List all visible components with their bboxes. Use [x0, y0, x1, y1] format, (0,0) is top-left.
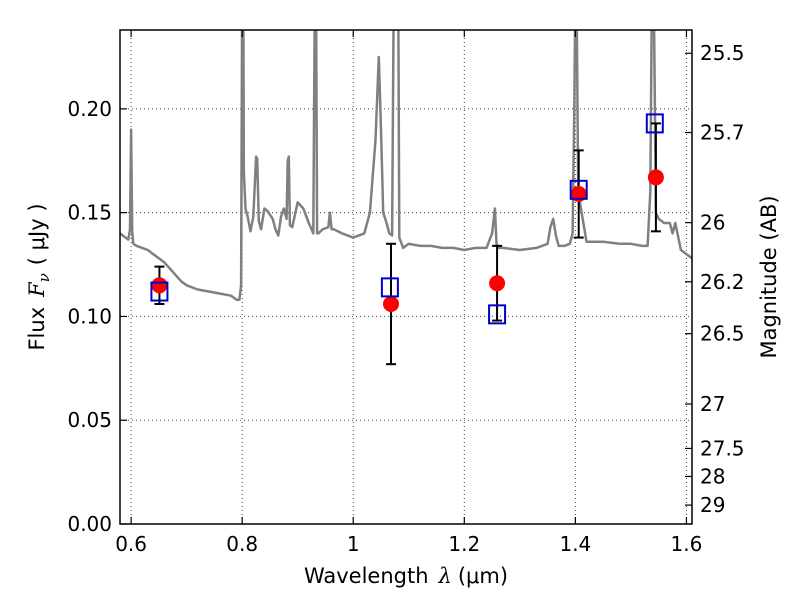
- y-axis-label: FluxFν( μJy ): [25, 203, 53, 350]
- y2-tick-label: 26.2: [700, 270, 745, 294]
- y2-tick-label: 27: [700, 392, 725, 416]
- y2-axis-label: Magnitude (AB): [757, 195, 781, 358]
- y2-tick-label: 26.5: [700, 322, 745, 346]
- observed-point: [647, 169, 664, 186]
- model-box: [569, 179, 588, 200]
- model-box: [150, 281, 169, 302]
- x-tick-label: 1: [347, 532, 360, 556]
- x-tick-label: 1.2: [448, 532, 480, 556]
- model-box: [645, 113, 664, 134]
- model-box: [488, 304, 507, 325]
- x-axis-ticks: 0.6 0.8 1 1.2 1.4 1.6: [115, 30, 702, 556]
- x-tick-label: 1.6: [671, 532, 703, 556]
- y2-tick-label: 25.5: [700, 41, 745, 65]
- y-tick-label: 0.00: [67, 512, 112, 536]
- observed-point: [489, 275, 506, 292]
- y-tick-label: 0.05: [67, 408, 112, 432]
- x-axis-label: Wavelength λ (μm): [304, 564, 508, 588]
- model-box: [380, 277, 399, 298]
- y-tick-label: 0.15: [67, 201, 112, 225]
- y2-axis-ticks: 25.5 25.7 26 26.2 26.5 27 27.5 28 29: [685, 41, 745, 517]
- observed-point: [151, 277, 168, 294]
- observed-points: [151, 169, 664, 312]
- y-tick-label: 0.10: [67, 304, 112, 328]
- y2-tick-label: 25.7: [700, 121, 745, 145]
- observed-point: [383, 295, 400, 312]
- plot-frame: [119, 29, 693, 525]
- y2-tick-label: 29: [700, 493, 725, 517]
- y2-tick-label: 27.5: [700, 436, 745, 460]
- y-axis-ticks: 0.00 0.05 0.10 0.15 0.20: [67, 97, 127, 536]
- x-tick-label: 0.6: [115, 532, 147, 556]
- x-tick-label: 1.4: [559, 532, 591, 556]
- x-tick-label: 0.8: [226, 532, 258, 556]
- y2-tick-label: 26: [700, 211, 725, 235]
- y-tick-label: 0.20: [67, 97, 112, 121]
- model-photometry: [150, 113, 664, 325]
- y2-tick-label: 28: [700, 464, 725, 488]
